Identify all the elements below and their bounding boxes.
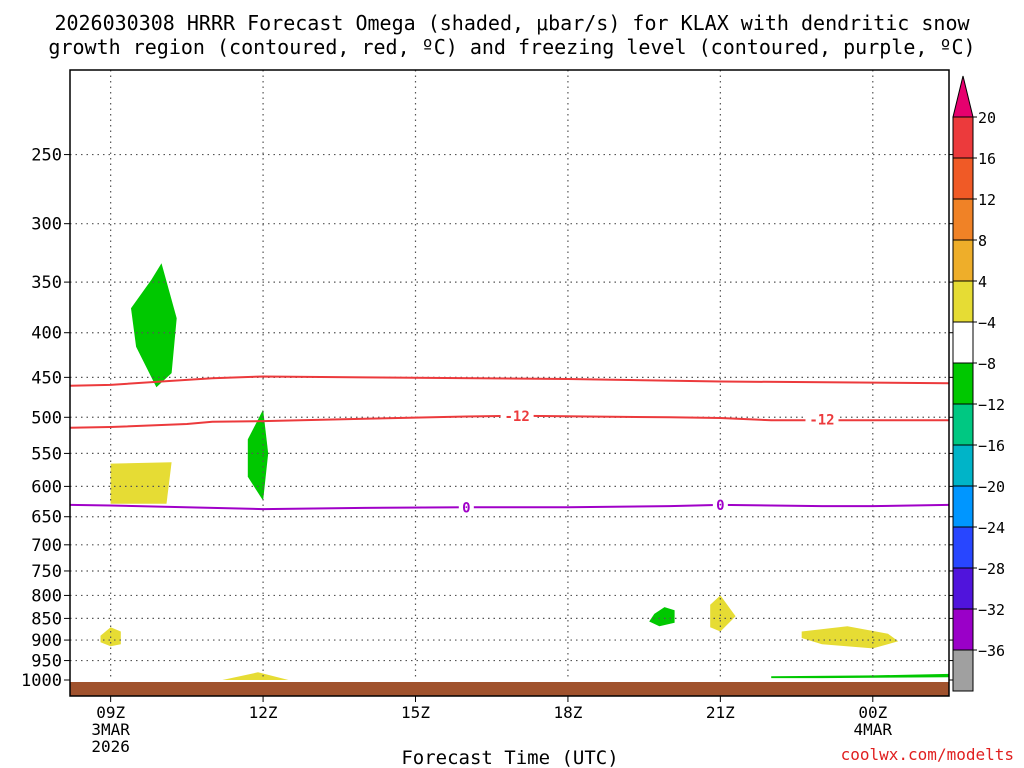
- upward-motion-region-2: [649, 607, 675, 627]
- downward-motion-region-8: [801, 626, 899, 649]
- y-tick-label-550: 550: [31, 444, 62, 464]
- freezing-level-label-1: 0: [716, 498, 724, 514]
- colorbar-label-0: 20: [978, 109, 996, 127]
- colorbar-swatch-9: [952, 485, 974, 528]
- x-tick-label-00Z-0: 00Z: [858, 703, 887, 722]
- colorbar-label-7: −12: [978, 396, 1005, 414]
- colorbar-label-13: −36: [978, 642, 1005, 660]
- contour-layer: -12 -12 0 0: [69, 375, 950, 516]
- plot-area: -12 -12 0 0: [69, 69, 950, 697]
- colorbar-label-6: −8: [978, 355, 996, 373]
- dgz-contour-label-0: -12: [504, 409, 529, 425]
- colorbar: 20 16 12 8 4 −4 −8 −12 −16 −20 −24 −28 −32 −36: [952, 75, 1005, 692]
- y-tick-label-350: 350: [31, 273, 62, 293]
- upward-motion-region-3: [771, 673, 949, 679]
- y-tick-label-850: 850: [31, 609, 62, 629]
- colorbar-label-9: −20: [978, 478, 1005, 496]
- colorbar-swatch-0: [952, 116, 974, 159]
- y-tick-label-1000: 1000: [21, 671, 62, 691]
- colorbar-label-12: −32: [978, 601, 1005, 619]
- omega-shading-layer: [100, 263, 949, 680]
- ground-layer: [70, 682, 949, 696]
- colorbar-swatch-10: [952, 526, 974, 569]
- x-tick-label-09Z-0: 09Z: [96, 703, 125, 722]
- y-tick-label-650: 650: [31, 508, 62, 528]
- colorbar-label-11: −28: [978, 560, 1005, 578]
- x-tick-label-09Z-1: 3MAR: [91, 720, 130, 739]
- x-axis-label: Forecast Time (UTC): [401, 747, 618, 768]
- y-tick-label-750: 750: [31, 562, 62, 582]
- y-tick-label-950: 950: [31, 652, 62, 672]
- chart-title-line1: 2026030308 HRRR Forecast Omega (shaded, …: [54, 11, 970, 35]
- colorbar-swatch-8: [952, 444, 974, 487]
- chart-title-line2: growth region (contoured, red, ºC) and f…: [48, 35, 975, 59]
- x-tick-label-12Z-0: 12Z: [249, 703, 278, 722]
- freezing-level-contour: [69, 503, 950, 511]
- freezing-level-label-0: 0: [462, 500, 470, 516]
- colorbar-label-8: −16: [978, 437, 1005, 455]
- colorbar-swatch-6: [952, 362, 974, 405]
- dgz-contour-label-0-bg: [500, 407, 534, 424]
- plot-frame: [69, 69, 950, 697]
- y-tick-label-450: 450: [31, 368, 62, 388]
- y-tick-label-300: 300: [31, 215, 62, 235]
- upward-motion-region-0: [131, 263, 177, 388]
- colorbar-label-4: 4: [978, 273, 987, 291]
- x-tick-label-00Z-1: 4MAR: [854, 720, 893, 739]
- colorbar-top-arrow: [952, 75, 974, 118]
- colorbar-label-5: −4: [978, 314, 996, 332]
- colorbar-label-3: 8: [978, 232, 987, 250]
- x-tick-label-18Z-0: 18Z: [553, 703, 582, 722]
- colorbar-label-2: 12: [978, 191, 996, 209]
- x-tick-label-15Z-0: 15Z: [401, 703, 430, 722]
- dgz-contour-1: [69, 414, 949, 429]
- colorbar-swatch-7: [952, 403, 974, 446]
- dgz-contour-0: [69, 375, 950, 387]
- colorbar-swatch-4: [952, 280, 974, 323]
- y-axis: 2503003504004505005506006507007508008509…: [21, 146, 955, 691]
- x-tick-label-09Z-2: 2026: [91, 737, 130, 756]
- colorbar-swatch-5: [952, 321, 974, 364]
- ground-band: [70, 682, 949, 696]
- y-tick-label-500: 500: [31, 408, 62, 428]
- downward-motion-region-4: [110, 462, 172, 504]
- colorbar-label-1: 16: [978, 150, 996, 168]
- colorbar-swatch-13: [952, 649, 974, 692]
- y-tick-label-400: 400: [31, 324, 62, 344]
- y-tick-label-700: 700: [31, 536, 62, 556]
- x-tick-label-21Z-0: 21Z: [706, 703, 735, 722]
- y-tick-label-600: 600: [31, 477, 62, 497]
- downward-motion-region-7: [710, 595, 736, 632]
- y-tick-label-900: 900: [31, 631, 62, 651]
- colorbar-swatch-3: [952, 239, 974, 282]
- colorbar-swatch-11: [952, 567, 974, 610]
- credit-link[interactable]: coolwx.com/modelts: [841, 745, 1014, 764]
- y-tick-label-800: 800: [31, 586, 62, 606]
- freezing-level-label-0-bg: [458, 499, 474, 516]
- colorbar-swatch-2: [952, 198, 974, 241]
- dgz-contour-label-1-bg: [805, 411, 839, 428]
- dgz-contour-label-1: -12: [809, 413, 834, 429]
- colorbar-label-10: −24: [978, 519, 1005, 537]
- freezing-level-label-1-bg: [712, 496, 728, 513]
- colorbar-swatch-1: [952, 157, 974, 200]
- grid-layer: [70, 70, 949, 680]
- colorbar-swatch-12: [952, 608, 974, 651]
- y-tick-label-250: 250: [31, 146, 62, 166]
- downward-motion-region-6: [222, 672, 289, 680]
